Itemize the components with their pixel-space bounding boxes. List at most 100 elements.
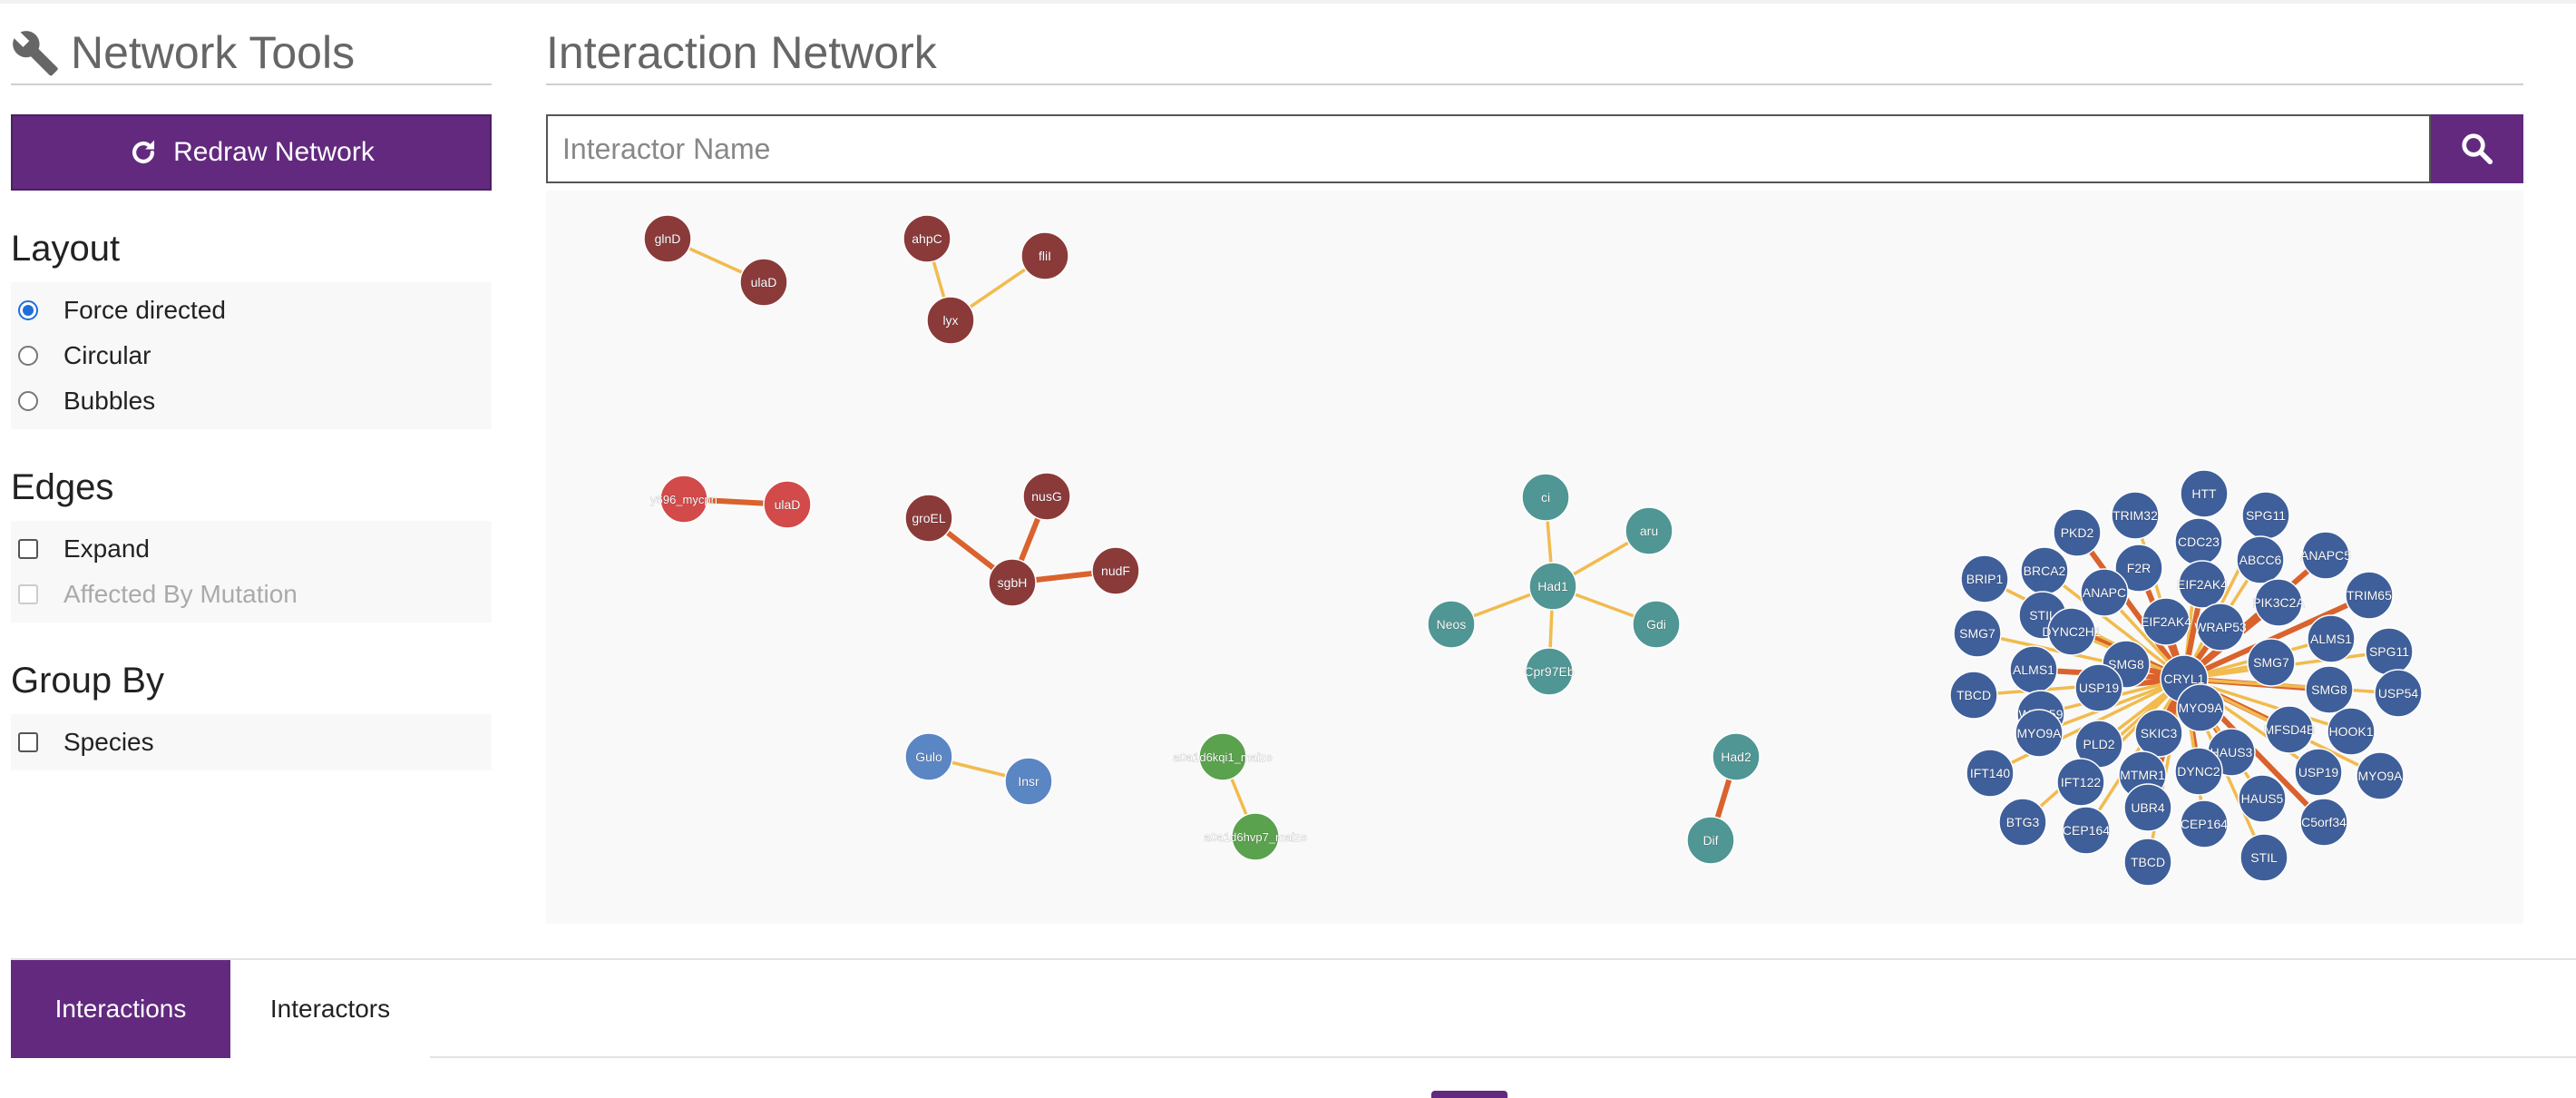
- network-node-circle[interactable]: [1712, 732, 1761, 781]
- expand-checkbox[interactable]: [18, 539, 38, 559]
- network-node[interactable]: STIL: [2239, 833, 2288, 882]
- network-node-circle[interactable]: [659, 475, 708, 524]
- network-node[interactable]: DYNC2: [2174, 747, 2223, 796]
- edges-option-expand[interactable]: Expand: [11, 526, 492, 572]
- network-node[interactable]: Had2: [1712, 732, 1761, 781]
- redraw-network-button[interactable]: Redraw Network: [11, 114, 492, 191]
- network-node[interactable]: CEP164: [2180, 799, 2229, 848]
- network-node-circle[interactable]: [2307, 614, 2356, 663]
- network-node-circle[interactable]: [2047, 607, 2096, 656]
- network-node-circle[interactable]: [988, 558, 1037, 607]
- network-node[interactable]: SMG7: [2247, 638, 2296, 687]
- network-node-circle[interactable]: [2123, 838, 2172, 887]
- network-node-circle[interactable]: [1231, 812, 1280, 861]
- network-node-circle[interactable]: [2247, 638, 2296, 687]
- network-node-circle[interactable]: [2178, 560, 2227, 609]
- network-node-circle[interactable]: [1525, 647, 1574, 696]
- network-node-circle[interactable]: [2053, 508, 2102, 557]
- network-node-circle[interactable]: [2123, 783, 2172, 832]
- network-node[interactable]: EIF2AK4: [2177, 560, 2229, 609]
- interactor-name-input[interactable]: [546, 114, 2431, 183]
- network-node-circle[interactable]: [2301, 531, 2350, 580]
- network-node[interactable]: Gdi: [1632, 600, 1681, 649]
- network-node[interactable]: TBCD: [1949, 671, 1998, 720]
- network-node-circle[interactable]: [1998, 798, 2047, 847]
- network-node[interactable]: TRIM65: [2345, 571, 2394, 620]
- network-node-circle[interactable]: [2142, 597, 2191, 646]
- network-node[interactable]: WRAP53: [2194, 603, 2247, 652]
- network-node-circle[interactable]: [1625, 506, 1673, 555]
- network-node[interactable]: fliI: [1020, 231, 1069, 280]
- network-node-circle[interactable]: [1198, 732, 1247, 781]
- network-node-circle[interactable]: [2345, 571, 2394, 620]
- network-node[interactable]: MFSD4B: [2263, 705, 2316, 754]
- network-node-circle[interactable]: [643, 214, 692, 263]
- network-node[interactable]: SMG8: [2305, 665, 2354, 714]
- network-node[interactable]: SMG7: [1953, 609, 2002, 658]
- network-node-circle[interactable]: [1686, 816, 1735, 865]
- network-node[interactable]: nudF: [1091, 546, 1140, 595]
- network-node[interactable]: SMG8: [2102, 640, 2151, 689]
- network-node[interactable]: MYO9A: [2015, 709, 2064, 758]
- network-node-circle[interactable]: [2305, 665, 2354, 714]
- network-node-circle[interactable]: [2327, 707, 2376, 756]
- network-node-circle[interactable]: [2134, 709, 2183, 758]
- network-node[interactable]: DYNC2H1: [2042, 607, 2102, 656]
- network-node-circle[interactable]: [2265, 705, 2314, 754]
- network-node-circle[interactable]: [2356, 751, 2405, 800]
- network-node[interactable]: BTG3: [1998, 798, 2047, 847]
- network-node[interactable]: ulaD: [739, 258, 788, 307]
- network-node[interactable]: USP19: [2074, 663, 2123, 712]
- network-node[interactable]: SKIC3: [2134, 709, 2183, 758]
- network-node-circle[interactable]: [1949, 671, 1998, 720]
- network-node-circle[interactable]: [926, 296, 975, 345]
- network-node[interactable]: IFT140: [1966, 749, 2015, 798]
- network-node[interactable]: y696_mycpn: [650, 475, 717, 524]
- network-node-circle[interactable]: [1953, 609, 2002, 658]
- network-node-circle[interactable]: [1427, 600, 1476, 649]
- network-node-circle[interactable]: [1022, 472, 1071, 521]
- network-node-circle[interactable]: [763, 480, 812, 529]
- network-node[interactable]: HOOK1: [2327, 707, 2376, 756]
- network-node[interactable]: UBR4: [2123, 783, 2172, 832]
- network-node-circle[interactable]: [1521, 473, 1570, 522]
- network-node[interactable]: PIK3C2A: [2252, 578, 2306, 627]
- network-node[interactable]: TRIM32: [2111, 491, 2160, 540]
- network-node[interactable]: SPG11: [2365, 627, 2414, 676]
- network-node[interactable]: ALMS1: [2009, 645, 2058, 694]
- network-node[interactable]: glnD: [643, 214, 692, 263]
- network-node[interactable]: Had1: [1528, 562, 1577, 611]
- network-node[interactable]: F2R: [2114, 544, 2163, 593]
- network-node-circle[interactable]: [2174, 747, 2223, 796]
- network-node-circle[interactable]: [2180, 469, 2229, 518]
- network-node-circle[interactable]: [2196, 603, 2245, 652]
- network-node-circle[interactable]: [1632, 600, 1681, 649]
- network-node[interactable]: PKD2: [2053, 508, 2102, 557]
- network-node[interactable]: nusG: [1022, 472, 1071, 521]
- network-graph[interactable]: glnD ulaD ahpC fliI lyx y696_mycpn ulaD groEL nu…: [546, 191, 2523, 924]
- network-node[interactable]: BRIP1: [1960, 554, 2009, 603]
- network-node-circle[interactable]: [2374, 669, 2423, 718]
- network-node[interactable]: C5orf34: [2299, 798, 2348, 847]
- network-node[interactable]: ANAPC: [2080, 568, 2129, 617]
- network-node[interactable]: EIF2AK4: [2141, 597, 2192, 646]
- network-node[interactable]: ALMS1: [2307, 614, 2356, 663]
- network-node-circle[interactable]: [2056, 758, 2105, 807]
- network-node[interactable]: MYO9A: [2356, 751, 2405, 800]
- network-node-circle[interactable]: [903, 214, 951, 263]
- network-node-circle[interactable]: [2176, 683, 2225, 732]
- network-node-circle[interactable]: [1960, 554, 2009, 603]
- network-node-circle[interactable]: [2074, 663, 2123, 712]
- network-node-circle[interactable]: [739, 258, 788, 307]
- network-node[interactable]: BRCA2: [2020, 546, 2069, 595]
- network-node[interactable]: Insr: [1004, 757, 1053, 806]
- network-node[interactable]: PLD2: [2074, 720, 2123, 769]
- network-node-circle[interactable]: [1004, 757, 1053, 806]
- network-node-circle[interactable]: [2239, 833, 2288, 882]
- network-node-circle[interactable]: [2015, 709, 2064, 758]
- network-node-circle[interactable]: [2238, 774, 2287, 823]
- network-node[interactable]: a0a1d6hvp7_maize: [1204, 812, 1307, 861]
- network-node[interactable]: groEL: [904, 494, 953, 543]
- force-directed-radio[interactable]: [18, 300, 38, 320]
- network-node[interactable]: ABCC6: [2236, 535, 2285, 584]
